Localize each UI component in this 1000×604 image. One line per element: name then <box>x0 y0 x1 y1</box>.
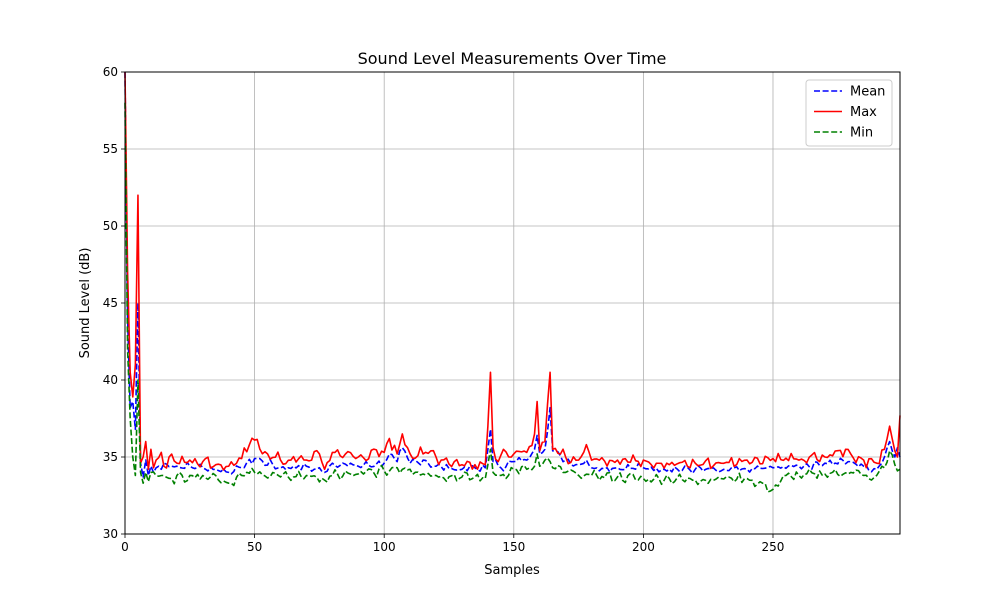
series-lines <box>124 71 901 493</box>
legend-label-mean: Mean <box>850 85 885 100</box>
x-tick-label: 100 <box>373 540 396 554</box>
x-tick-label: 0 <box>121 540 129 554</box>
series-line-min <box>124 102 901 493</box>
x-tick-label: 200 <box>632 540 655 554</box>
legend: Mean Max Min <box>805 79 893 147</box>
legend-label-max: Max <box>850 105 877 120</box>
x-tick-label: 150 <box>502 540 525 554</box>
series-line-mean <box>124 71 901 478</box>
x-tick-label: 250 <box>762 540 785 554</box>
y-tick-label: 55 <box>103 142 118 156</box>
chart-title: Sound Level Measurements Over Time <box>358 49 667 68</box>
x-tick-label: 50 <box>247 540 262 554</box>
x-axis-label: Samples <box>484 563 540 578</box>
legend-label-min: Min <box>850 126 873 141</box>
y-tick-label: 40 <box>103 373 118 387</box>
y-tick-label: 35 <box>103 450 118 464</box>
axis-ticks: 0 50 100 150 200 250 30 35 40 45 50 55 60 <box>103 65 785 554</box>
y-tick-label: 45 <box>103 296 118 310</box>
y-axis-label: Sound Level (dB) <box>78 248 93 359</box>
y-tick-label: 30 <box>103 527 118 541</box>
legend-box <box>805 79 893 147</box>
y-tick-label: 60 <box>103 65 118 79</box>
series-line-max <box>124 71 901 471</box>
y-tick-label: 50 <box>103 219 118 233</box>
